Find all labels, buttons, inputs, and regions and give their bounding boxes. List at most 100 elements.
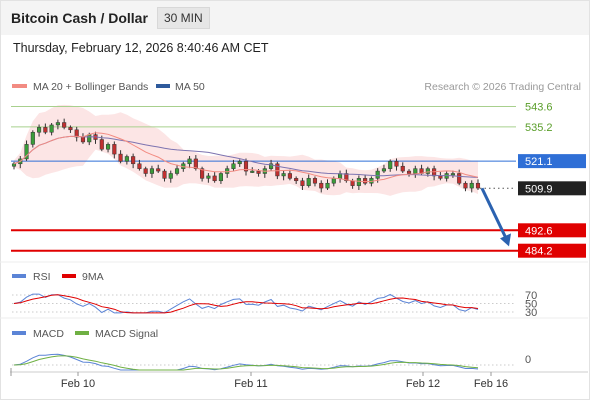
candle-body	[375, 170, 380, 179]
credit-text: Research © 2026 Trading Central	[424, 81, 581, 93]
candle-body	[406, 170, 412, 174]
candle-body	[450, 173, 455, 176]
candle-body	[300, 180, 305, 186]
bollinger-band	[14, 104, 478, 196]
rsi-line	[13, 293, 479, 314]
level-tag-current	[518, 181, 586, 196]
macd-signal-legend-swatch	[75, 331, 89, 335]
rsi-legend-swatch	[12, 274, 26, 278]
candle-body	[193, 158, 198, 169]
header-bar	[1, 1, 589, 35]
level-label-resistance: 543.6	[525, 102, 553, 114]
candle-body	[425, 168, 430, 174]
candle-body	[281, 173, 286, 177]
candle-body	[356, 178, 361, 186]
rsi-legend-label: RSI	[33, 271, 51, 283]
candle-body	[306, 178, 311, 186]
candle-body	[137, 163, 142, 169]
x-tick-label: Feb 12	[406, 378, 440, 390]
rsi-ma-legend-label: 9MA	[82, 271, 104, 283]
level-label-pivot: 521.1	[525, 156, 553, 168]
candle-body	[212, 175, 217, 182]
macd-legend-swatch	[12, 331, 26, 335]
candle-body	[87, 134, 92, 143]
level-tag-pivot	[518, 154, 586, 169]
x-axis-layer: Feb 10 Feb 11 Feb 12 Feb 16	[10, 368, 508, 390]
candle-body	[68, 127, 73, 131]
candle-body	[225, 168, 230, 174]
x-tick-label: Feb 11	[234, 378, 267, 390]
candle-body	[200, 168, 205, 179]
candle-body	[49, 124, 54, 133]
candle-body	[99, 139, 104, 150]
candle-body	[30, 131, 35, 145]
chart-datetime: Thursday, February 12, 2026 8:40:46 AM C…	[13, 41, 269, 55]
forecast-arrow-head	[500, 233, 511, 247]
forecast-arrow-line	[480, 187, 509, 241]
candle-body	[112, 144, 117, 155]
macd-signal-line	[13, 355, 479, 371]
candle-body	[325, 182, 330, 189]
rsi-level-label: 50	[525, 299, 537, 311]
ma50-legend-label: MA 50	[175, 81, 205, 93]
candle-body	[363, 178, 368, 184]
candle-body	[331, 178, 336, 184]
candle-body	[344, 173, 349, 182]
macd-layer: 0	[12, 353, 531, 371]
candle-body	[394, 161, 399, 167]
candle-body	[319, 182, 324, 189]
candle-body	[413, 168, 418, 174]
candle-body	[43, 127, 48, 133]
ma50-legend-swatch	[156, 84, 170, 88]
rsi-level-label: 70	[525, 290, 537, 302]
candle-body	[206, 175, 211, 179]
macd-line	[13, 353, 479, 371]
candle-body	[174, 168, 180, 174]
level-label-support: 484.2	[525, 246, 553, 258]
candle-body	[256, 170, 261, 174]
macd-signal-legend-label: MACD Signal	[95, 328, 158, 340]
candle-body	[24, 144, 29, 160]
chart-title: Bitcoin Cash / Dollar	[11, 10, 148, 26]
candle-body	[11, 163, 17, 167]
candle-body	[250, 170, 255, 173]
candle-body	[143, 168, 148, 174]
candle-body	[37, 127, 42, 133]
x-tick-label: Feb 16	[474, 378, 508, 390]
candle-body	[187, 158, 192, 165]
candle-body	[162, 170, 167, 179]
macd-zero-label: 0	[525, 354, 531, 366]
candle-body	[400, 165, 405, 172]
candle-body	[106, 144, 111, 150]
rsi-level-label: 30	[525, 307, 537, 319]
candle-body	[131, 156, 136, 165]
x-tick-label: Feb 10	[61, 378, 95, 390]
rsi-ma-legend-swatch	[62, 274, 76, 278]
candle-body	[457, 173, 462, 184]
ma20-line	[13, 132, 479, 183]
rsi-ma-line	[13, 294, 479, 314]
level-tag-support	[518, 223, 586, 238]
candle-body	[475, 182, 481, 189]
candle-body	[294, 178, 299, 182]
candle-body	[243, 161, 249, 172]
ma20-legend-label: MA 20 + Bollinger Bands	[33, 81, 148, 93]
candle-body	[118, 153, 123, 162]
candle-body	[149, 168, 154, 174]
macd-legend-label: MACD	[33, 328, 64, 340]
price-levels-layer	[11, 106, 586, 252]
candle-body	[237, 161, 242, 165]
ma20-legend-swatch	[12, 84, 27, 88]
candle-body	[156, 168, 161, 172]
candle-body	[432, 168, 437, 177]
forecast-arrow-layer	[480, 187, 511, 247]
timeframe-badge[interactable]: 30 MIN	[157, 7, 210, 29]
level-label-resistance: 535.2	[525, 122, 553, 134]
level-tag-support	[518, 243, 586, 258]
candle-body	[55, 122, 60, 126]
candle-body	[275, 163, 280, 177]
candle-body	[438, 175, 443, 179]
candle-body	[231, 163, 236, 169]
